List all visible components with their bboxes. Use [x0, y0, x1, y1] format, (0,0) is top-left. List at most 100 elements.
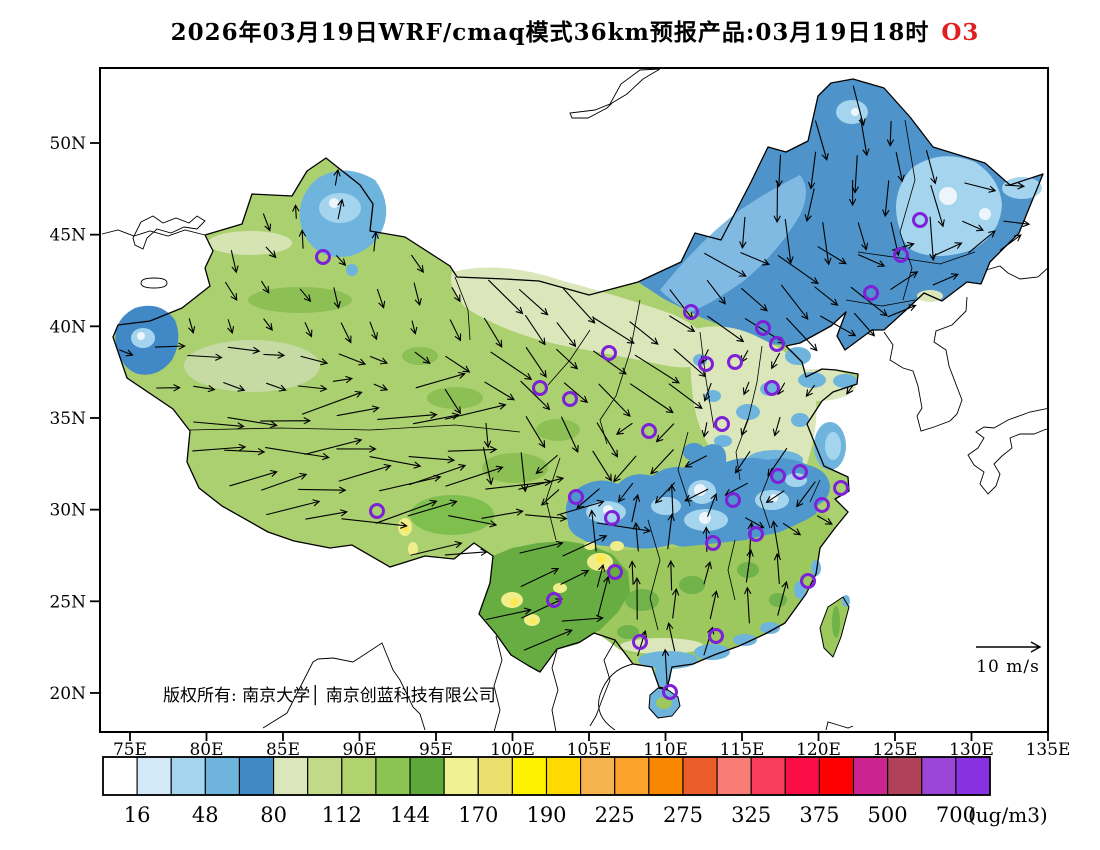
wind-arrow-icon — [229, 469, 278, 487]
province-border-line — [857, 251, 976, 265]
field-patch — [811, 560, 821, 576]
field-patch — [791, 413, 809, 427]
colorbar-cell — [477, 756, 513, 796]
colorbar-cell — [273, 756, 309, 796]
wind-arrow-icon — [410, 320, 418, 335]
wind-arrow-icon — [887, 304, 917, 318]
wind-arrow-icon — [634, 354, 680, 384]
wind-arrow-icon — [483, 317, 503, 348]
wind-arrow-icon — [815, 120, 829, 161]
lat-label: 25N — [49, 592, 86, 612]
colorbar-cell — [682, 756, 718, 796]
field-patch — [851, 108, 859, 116]
wind-arrow-icon — [540, 489, 560, 506]
wind-arrow-icon — [734, 451, 751, 474]
wind-arrow-icon — [336, 445, 377, 453]
wind-arrow-icon — [408, 456, 456, 464]
wind-arrow-icon — [481, 508, 524, 519]
colorbar-value: 48 — [192, 803, 219, 827]
wind-arrow-icon — [631, 493, 640, 523]
wind-arrow-icon — [822, 222, 832, 266]
city-marker-jinan — [764, 380, 780, 396]
field-patch — [760, 622, 780, 634]
lat-label: 45N — [49, 226, 86, 246]
wind-arrow-icon — [650, 449, 674, 475]
wind-arrow-icon — [684, 455, 708, 468]
wind-arrow-icon — [227, 346, 261, 354]
wind-arrow-icon — [741, 288, 768, 312]
colorbar-value: 325 — [731, 803, 771, 827]
wind-arrow-icon — [448, 515, 498, 528]
colorbar-value: 500 — [868, 803, 908, 827]
wind-arrow-icon — [628, 560, 636, 585]
lon-label: 100E — [490, 740, 535, 760]
wind-arrow-icon — [588, 509, 597, 552]
wind-arrow-icon — [701, 422, 709, 438]
wind-arrow-icon — [336, 405, 380, 417]
wind-arrow-icon — [482, 447, 494, 486]
colorbar-cell — [818, 756, 855, 796]
wind-arrow-icon — [445, 355, 471, 373]
wind-arrow-icon — [562, 535, 608, 557]
wind-arrow-icon — [857, 222, 869, 251]
lon-label: 95E — [419, 740, 453, 760]
colorbar-cell — [852, 756, 889, 796]
wind-arrow-icon — [260, 417, 312, 425]
colorbar-cell — [443, 756, 479, 796]
lon-label: 105E — [567, 740, 612, 760]
wind-arrow-icon — [669, 315, 696, 333]
province-border-line — [547, 329, 591, 386]
city-marker-nanchang — [748, 526, 764, 542]
field-patch — [620, 638, 704, 654]
wind-arrow-icon — [188, 318, 196, 334]
wind-arrow-icon — [668, 383, 703, 410]
field-patch — [553, 583, 567, 593]
wind-arrow-icon — [805, 384, 815, 398]
wind-arrow-icon — [301, 390, 363, 415]
wind-arrow-icon — [1004, 182, 1026, 190]
wind-arrow-icon — [449, 319, 462, 342]
colorbar-value: 170 — [458, 803, 498, 827]
wind-arrow-icon — [524, 514, 568, 522]
wind-arrow-icon — [556, 348, 579, 370]
city-marker-tianjin — [769, 336, 785, 352]
field-patch — [638, 651, 698, 669]
field-patch — [736, 404, 760, 420]
wind-arrow-icon — [745, 548, 754, 583]
wind-arrow-icon — [369, 456, 422, 469]
city-marker-xian — [641, 423, 657, 439]
wind-arrow-icon — [338, 353, 367, 366]
wind-arrow-icon — [261, 280, 270, 294]
lon-label: 85E — [266, 740, 300, 760]
field-patch — [660, 175, 806, 312]
colorbar-cell — [887, 756, 923, 796]
wind-arrow-icon — [561, 614, 604, 622]
field-patch — [137, 332, 145, 340]
province-border-line — [699, 331, 715, 429]
city-marker-fuzhou — [800, 573, 816, 589]
colorbar-cell — [545, 756, 582, 796]
lon-label: 90E — [342, 740, 376, 760]
colorbar-cell — [170, 756, 206, 796]
wind-arrow-icon — [333, 287, 341, 309]
wind-arrow-icon — [535, 454, 558, 475]
wind-arrow-icon — [525, 347, 547, 378]
wind-arrow-icon — [292, 204, 300, 219]
wind-reference-label: 10 m/s — [976, 657, 1040, 677]
wind-arrow-icon — [968, 230, 996, 254]
wind-arrow-icon — [684, 488, 709, 502]
field-patch — [656, 697, 672, 709]
wind-arrow-icon — [451, 287, 461, 303]
wind-arrow-icon — [227, 319, 235, 335]
colorbar-cell — [716, 756, 752, 796]
wind-arrow-icon — [668, 483, 676, 516]
wind-arrow-icon — [962, 220, 985, 232]
wind-arrow-icon — [852, 85, 866, 127]
field-patch — [833, 374, 857, 388]
field-patch — [617, 625, 639, 639]
coastline — [883, 296, 968, 432]
wind-arrow-icon — [999, 234, 1022, 251]
city-marker-hohhot — [683, 304, 699, 320]
